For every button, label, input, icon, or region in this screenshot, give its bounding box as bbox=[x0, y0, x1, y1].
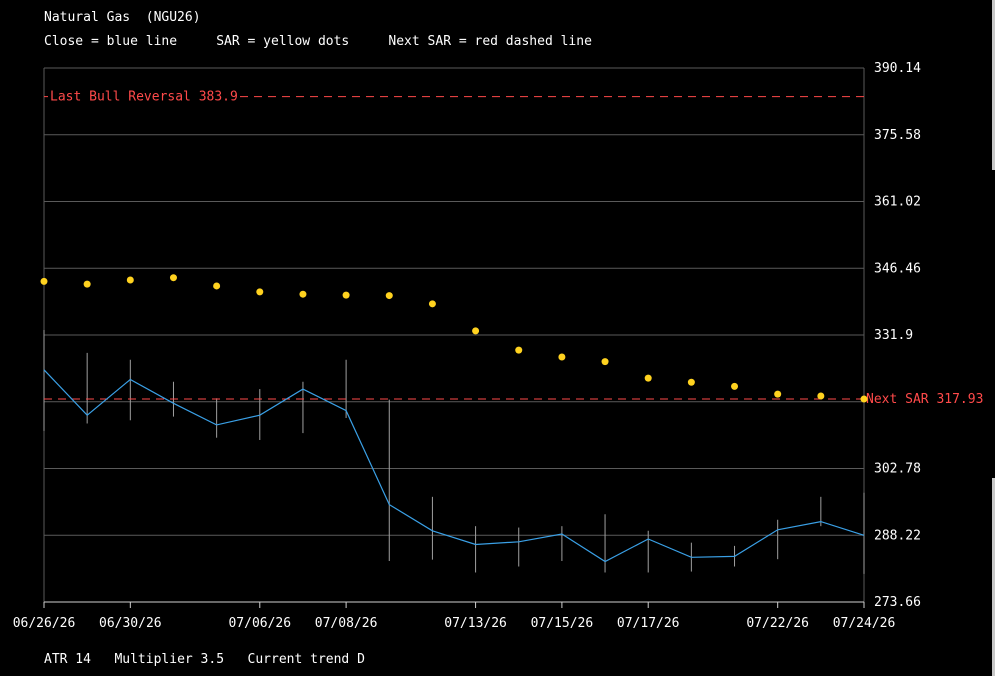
sar-dot bbox=[644, 374, 652, 382]
x-tick-label: 07/08/26 bbox=[315, 616, 378, 631]
x-tick-label: 06/30/26 bbox=[99, 616, 162, 631]
y-tick-label: 361.02 bbox=[874, 195, 921, 210]
window-edge-bottom bbox=[992, 478, 995, 676]
y-tick-label: 273.66 bbox=[874, 595, 921, 610]
legend-sar-dots: SAR = yellow dots bbox=[216, 34, 350, 49]
reversal-label-background bbox=[48, 89, 240, 105]
sar-dot bbox=[83, 280, 91, 288]
sar-dot bbox=[299, 290, 307, 298]
chart-footer: ATR 14 Multiplier 3.5 Current trend D bbox=[44, 652, 365, 667]
sar-dot bbox=[558, 353, 566, 361]
axis-labels-layer: 273.66 288.22 302.78 331.9 346.46 361.02 375.5… bbox=[13, 61, 921, 631]
close-series-line bbox=[43, 369, 865, 563]
x-tick-label: 07/06/26 bbox=[228, 616, 291, 631]
sar-dot bbox=[256, 288, 264, 296]
window-edge-top bbox=[992, 0, 995, 170]
x-tick-label: 07/22/26 bbox=[746, 616, 809, 631]
sar-dot bbox=[169, 274, 177, 282]
sar-dot bbox=[731, 382, 739, 390]
sar-dot bbox=[385, 292, 393, 300]
sar-dot bbox=[40, 277, 48, 285]
sar-dot bbox=[860, 395, 868, 403]
legend-close-line: Close = blue line bbox=[44, 34, 178, 49]
footer-trend: Current trend D bbox=[247, 652, 365, 667]
y-tick-label: 346.46 bbox=[874, 261, 921, 276]
sar-dot bbox=[428, 300, 436, 308]
sar-dot bbox=[601, 358, 609, 366]
grid-layer bbox=[43, 67, 865, 608]
x-tick-label: 06/26/26 bbox=[13, 616, 76, 631]
sar-dot bbox=[687, 378, 695, 386]
sar-dots-layer bbox=[40, 274, 868, 403]
y-tick-label: 331.9 bbox=[874, 328, 913, 343]
footer-multiplier: Multiplier 3.5 bbox=[114, 652, 225, 667]
sar-dot bbox=[126, 276, 134, 284]
x-tick-label: 07/24/26 bbox=[833, 616, 896, 631]
sar-dot bbox=[515, 346, 523, 354]
chart-legend: Close = blue line SAR = yellow dots Next… bbox=[44, 34, 592, 49]
sar-dot bbox=[342, 291, 350, 299]
x-tick-label: 07/17/26 bbox=[617, 616, 680, 631]
close-line-layer bbox=[43, 369, 865, 563]
y-tick-label: 390.14 bbox=[874, 61, 921, 76]
sar-dot bbox=[817, 392, 825, 400]
next-sar-label: Next SAR 317.93 bbox=[866, 392, 983, 407]
y-tick-label: 302.78 bbox=[874, 462, 921, 477]
y-tick-label: 288.22 bbox=[874, 528, 921, 543]
reference-lines-layer: Last Bull Reversal 383.9 Next SAR 317.93 bbox=[44, 89, 983, 407]
legend-next-sar: Next SAR = red dashed line bbox=[388, 34, 592, 49]
x-tick-label: 07/15/26 bbox=[531, 616, 594, 631]
chart-title: Natural Gas (NGU26) bbox=[44, 10, 201, 25]
last-bull-reversal-label: Last Bull Reversal 383.9 bbox=[50, 90, 238, 105]
x-tick-label: 07/13/26 bbox=[444, 616, 507, 631]
sar-dot bbox=[213, 282, 221, 290]
y-tick-label: 375.58 bbox=[874, 128, 921, 143]
sar-dot bbox=[472, 327, 480, 335]
range-bars-layer bbox=[43, 329, 865, 574]
footer-atr: ATR 14 bbox=[44, 652, 91, 667]
sar-dot bbox=[774, 390, 782, 398]
